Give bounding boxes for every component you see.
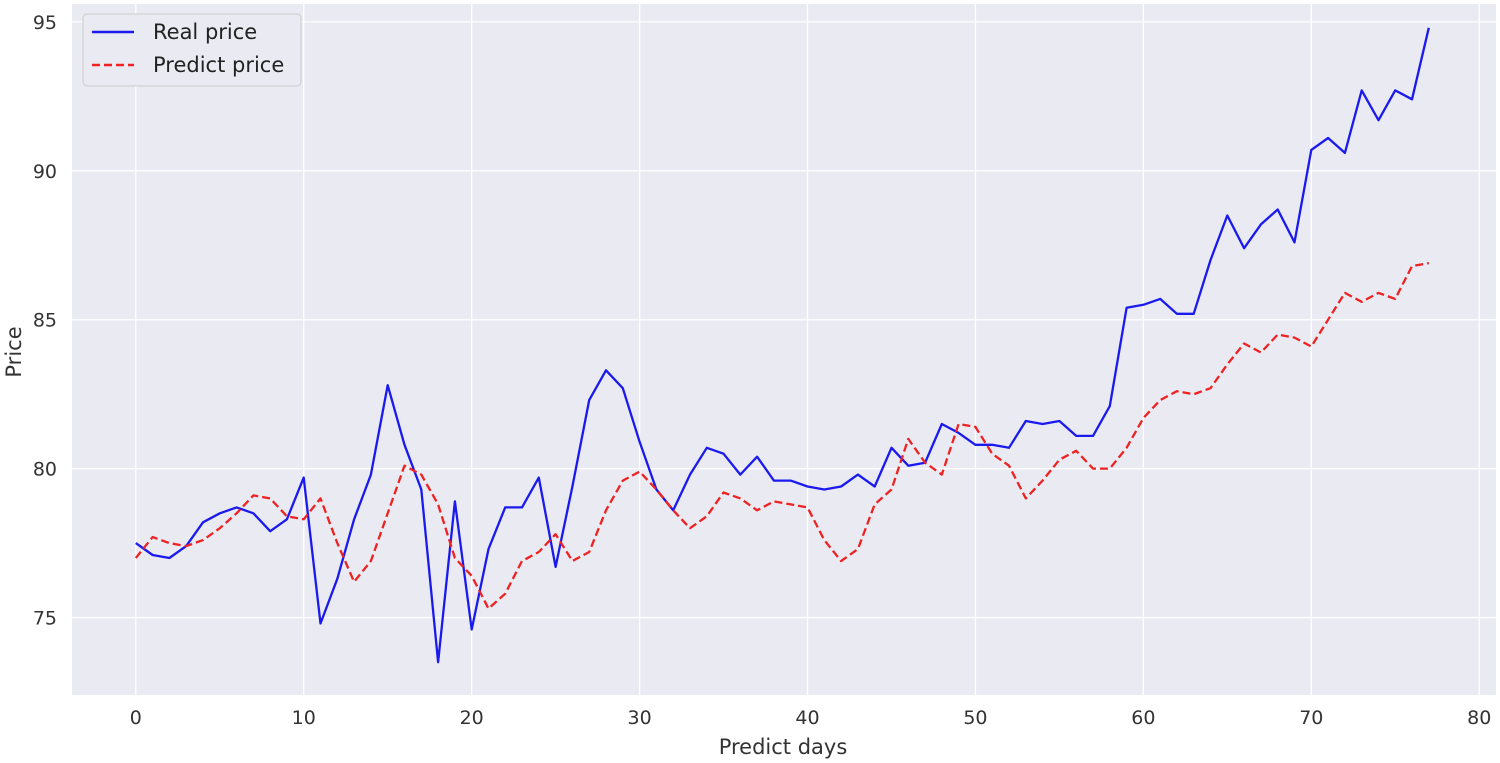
y-tick-label: 85 [33,310,57,332]
x-tick-label: 40 [795,707,819,729]
plot-background [72,4,1496,695]
legend: Real price Predict price [82,13,302,87]
x-tick-label: 30 [627,707,651,729]
y-tick-label: 75 [33,608,57,630]
series-line-predict-price [134,261,1430,610]
x-tick-label: 10 [292,707,316,729]
x-tick-label: 80 [1467,707,1491,729]
y-tick-label: 80 [33,459,57,481]
y-tick-label: 95 [33,12,57,34]
grid-lines [72,4,1496,695]
x-tick-label: 20 [460,707,484,729]
legend-box [82,13,302,87]
x-axis-label: Predict days [719,735,848,759]
legend-label-predict-price: Predict price [153,53,284,77]
series-line-real-price [135,27,1430,664]
legend-label-real-price: Real price [153,20,257,44]
y-axis-label: Price [2,326,26,377]
series-lines [134,27,1430,664]
tick-labels: 0 10 20 30 40 50 60 70 80 75 80 85 90 95 [33,12,1491,729]
x-tick-label: 70 [1299,707,1323,729]
x-tick-label: 60 [1131,707,1155,729]
x-tick-label: 0 [130,707,142,729]
y-tick-label: 90 [33,161,57,183]
x-tick-label: 50 [963,707,987,729]
